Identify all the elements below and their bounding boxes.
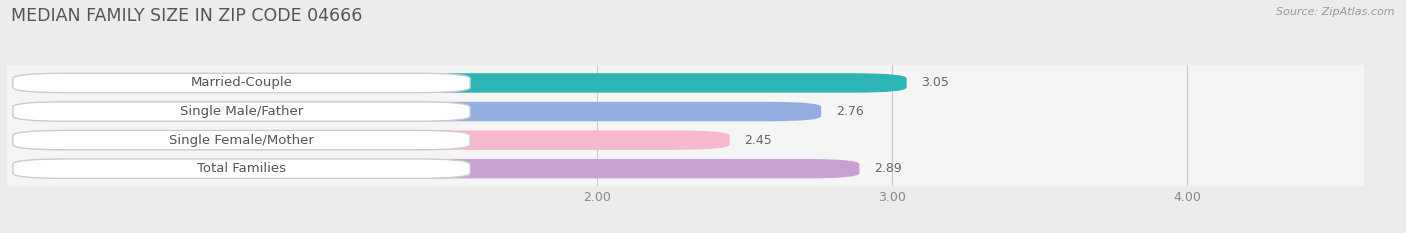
FancyBboxPatch shape <box>13 159 859 178</box>
FancyBboxPatch shape <box>13 159 470 178</box>
Text: MEDIAN FAMILY SIZE IN ZIP CODE 04666: MEDIAN FAMILY SIZE IN ZIP CODE 04666 <box>11 7 363 25</box>
FancyBboxPatch shape <box>13 73 470 93</box>
FancyBboxPatch shape <box>13 102 470 121</box>
Text: Single Male/Father: Single Male/Father <box>180 105 304 118</box>
Text: Total Families: Total Families <box>197 162 285 175</box>
Text: Source: ZipAtlas.com: Source: ZipAtlas.com <box>1277 7 1395 17</box>
Text: 3.05: 3.05 <box>921 76 949 89</box>
FancyBboxPatch shape <box>13 130 470 150</box>
FancyBboxPatch shape <box>13 130 730 150</box>
Text: Single Female/Mother: Single Female/Mother <box>169 134 314 147</box>
Text: 2.76: 2.76 <box>835 105 863 118</box>
Text: 2.89: 2.89 <box>875 162 901 175</box>
FancyBboxPatch shape <box>13 102 821 121</box>
Text: Married-Couple: Married-Couple <box>191 76 292 89</box>
Text: 2.45: 2.45 <box>744 134 772 147</box>
FancyBboxPatch shape <box>13 73 907 93</box>
